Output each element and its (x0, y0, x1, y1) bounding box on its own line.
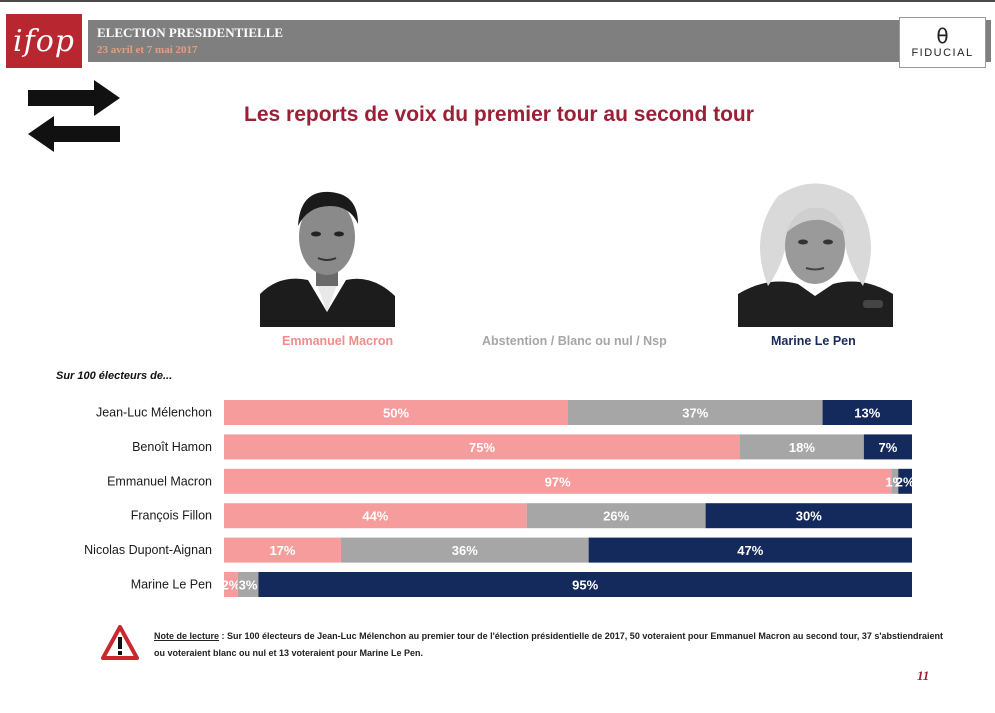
category-label-nicolas-dupont-aignan: Nicolas Dupont-Aignan (84, 543, 212, 557)
bar-marine-le-pen-marine-le-pen (258, 572, 912, 597)
value-label-marine-le-pen-marine-le-pen: 95% (572, 578, 598, 593)
value-label-benoit-hamon-abstention-blanc-ou-nul-nsp: 18% (789, 440, 815, 455)
category-label-marine-le-pen: Marine Le Pen (131, 578, 212, 592)
ifop-logo: ifop (6, 14, 82, 68)
value-label-jean-luc-melenchon-abstention-blanc-ou-nul-nsp: 37% (682, 406, 708, 421)
bar-nicolas-dupont-aignan-marine-le-pen (588, 537, 912, 563)
value-label-nicolas-dupont-aignan-emmanuel-macron: 17% (269, 543, 295, 558)
value-label-francois-fillon-emmanuel-macron: 44% (362, 509, 388, 524)
value-label-jean-luc-melenchon-marine-le-pen: 13% (854, 406, 880, 421)
bar-nicolas-dupont-aignan-emmanuel-macron (224, 537, 341, 563)
bar-jean-luc-melenchon-abstention-blanc-ou-nul-nsp (568, 400, 823, 425)
bar-francois-fillon-marine-le-pen (705, 503, 912, 529)
bar-emmanuel-macron-marine-le-pen (898, 468, 912, 494)
fiducial-mark: θ (936, 23, 949, 48)
value-label-jean-luc-melenchon-emmanuel-macron: 50% (383, 406, 409, 421)
category-label-emmanuel-macron: Emmanuel Macron (107, 474, 212, 488)
bar-benoit-hamon-abstention-blanc-ou-nul-nsp (740, 434, 864, 460)
bar-jean-luc-melenchon-marine-le-pen (822, 400, 912, 425)
value-label-emmanuel-macron-marine-le-pen: 2% (896, 474, 915, 489)
bar-emmanuel-macron-emmanuel-macron (224, 468, 892, 494)
category-label-jean-luc-melenchon: Jean-Luc Mélenchon (96, 406, 212, 420)
legend-abstention: Abstention / Blanc ou nul / Nsp (482, 334, 667, 348)
chart-title: Les reports de voix du premier tour au s… (244, 103, 754, 126)
fiducial-logo: θ FIDUCIAL (899, 17, 986, 68)
header-dates: 23 avril et 7 mai 2017 (97, 44, 198, 56)
legend-macron: Emmanuel Macron (282, 334, 394, 348)
note-lead: Note de lecture (154, 631, 220, 641)
page-number: 11 (917, 668, 930, 683)
bar-jean-luc-melenchon-emmanuel-macron (224, 400, 568, 425)
category-label-benoit-hamon: Benoît Hamon (132, 440, 212, 454)
bar-benoit-hamon-marine-le-pen (863, 434, 912, 460)
value-label-marine-le-pen-emmanuel-macron: 2% (221, 578, 240, 593)
chart-subtitle: Sur 100 électeurs de... (56, 370, 173, 382)
bar-marine-le-pen-emmanuel-macron (224, 572, 238, 597)
note-text: : Sur 100 électeurs de Jean-Luc Mélencho… (154, 631, 944, 658)
bar-benoit-hamon-emmanuel-macron (224, 434, 740, 460)
top-rule (0, 0, 995, 2)
fiducial-text: FIDUCIAL (911, 46, 974, 59)
header-title: ELECTION PRESIDENTIELLE (97, 25, 284, 40)
value-label-francois-fillon-abstention-blanc-ou-nul-nsp: 26% (603, 509, 629, 524)
value-label-benoit-hamon-marine-le-pen: 7% (879, 440, 898, 455)
bar-francois-fillon-emmanuel-macron (224, 503, 527, 529)
lepen-portrait (738, 176, 893, 327)
value-label-nicolas-dupont-aignan-abstention-blanc-ou-nul-nsp: 36% (452, 543, 478, 558)
header-band (88, 20, 991, 62)
legend-lepen: Marine Le Pen (771, 334, 856, 348)
bar-francois-fillon-abstention-blanc-ou-nul-nsp (526, 503, 706, 529)
value-label-marine-le-pen-abstention-blanc-ou-nul-nsp: 3% (239, 578, 258, 593)
bar-marine-le-pen-abstention-blanc-ou-nul-nsp (237, 572, 259, 597)
value-label-emmanuel-macron-emmanuel-macron: 97% (545, 474, 571, 489)
bar-nicolas-dupont-aignan-abstention-blanc-ou-nul-nsp (340, 537, 589, 563)
value-label-francois-fillon-marine-le-pen: 30% (796, 509, 822, 524)
reading-note: Note de lecture : Sur 100 électeurs de J… (154, 628, 944, 662)
warning-icon (101, 625, 139, 660)
value-label-benoit-hamon-emmanuel-macron: 75% (469, 440, 495, 455)
value-label-nicolas-dupont-aignan-marine-le-pen: 47% (737, 543, 763, 558)
macron-portrait (260, 182, 395, 327)
swap-arrows-icon (28, 80, 120, 152)
bar-emmanuel-macron-abstention-blanc-ou-nul-nsp (891, 468, 899, 494)
category-label-francois-fillon: François Fillon (131, 509, 212, 523)
